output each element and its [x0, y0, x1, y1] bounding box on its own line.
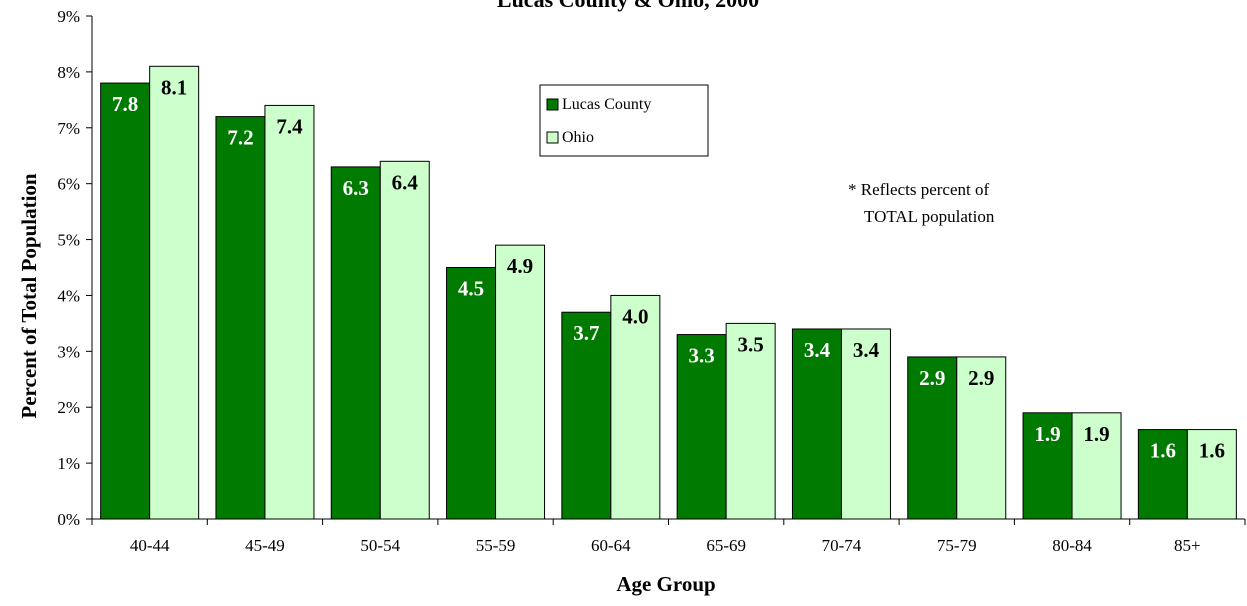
legend-swatch-lucas-county: [546, 98, 559, 111]
data-label-lucas-county-45-49: 7.2: [227, 126, 253, 150]
bar-ohio-50-54: [379, 160, 430, 520]
bar-lucas-county-70-74: [791, 328, 842, 520]
bar-ohio-70-74: [840, 328, 891, 520]
data-label-ohio-45-49: 7.4: [276, 114, 303, 138]
data-label-ohio-85+: 1.6: [1199, 439, 1225, 463]
chart-title: Lucas County & Ohio, 2000: [497, 0, 759, 12]
bar-lucas-county-80-84: [1022, 412, 1073, 520]
y-tick-label: 9%: [57, 7, 80, 26]
y-tick-label: 6%: [57, 175, 80, 194]
data-label-ohio-65-69: 3.5: [738, 332, 764, 356]
x-tick-label: 45-49: [245, 536, 285, 555]
y-tick-label: 5%: [57, 231, 80, 250]
x-tick-label: 55-59: [476, 536, 516, 555]
x-tick-label: 65-69: [706, 536, 746, 555]
data-label-lucas-county-60-64: 3.7: [573, 321, 599, 345]
annotation-line-2: TOTAL population: [864, 207, 995, 226]
data-label-ohio-50-54: 6.4: [392, 170, 419, 194]
data-label-ohio-40-44: 8.1: [161, 75, 187, 99]
y-tick-label: 8%: [57, 63, 80, 82]
data-label-lucas-county-85+: 1.6: [1150, 439, 1176, 463]
data-label-lucas-county-55-59: 4.5: [458, 277, 484, 301]
data-label-lucas-county-50-54: 6.3: [343, 176, 369, 200]
x-tick-label: 85+: [1174, 536, 1201, 555]
x-tick-label: 80-84: [1052, 536, 1092, 555]
y-tick-label: 2%: [57, 398, 80, 417]
legend: Lucas County Ohio: [539, 84, 709, 157]
annotation-line-1: * Reflects percent of: [848, 180, 989, 199]
data-label-lucas-county-70-74: 3.4: [804, 338, 831, 362]
x-axis-title: Age Group: [616, 572, 715, 596]
bar-lucas-county-60-64: [561, 311, 612, 520]
y-tick-label: 3%: [57, 342, 80, 361]
data-label-lucas-county-40-44: 7.8: [112, 92, 138, 116]
bar-lucas-county-40-44: [100, 82, 151, 520]
data-label-ohio-80-84: 1.9: [1083, 422, 1109, 446]
data-label-lucas-county-65-69: 3.3: [689, 344, 715, 368]
legend-label-lucas-county: Lucas County: [562, 96, 651, 113]
legend-label-ohio: Ohio: [562, 129, 594, 146]
data-label-ohio-70-74: 3.4: [853, 338, 880, 362]
y-tick-label: 1%: [57, 454, 80, 473]
data-label-ohio-60-64: 4.0: [622, 304, 648, 328]
legend-swatch-ohio: [546, 131, 559, 144]
y-tick-label: 0%: [57, 510, 80, 529]
data-label-lucas-county-80-84: 1.9: [1034, 422, 1060, 446]
x-tick-label: 70-74: [822, 536, 862, 555]
bar-lucas-county-55-59: [446, 267, 497, 520]
x-tick-label: 50-54: [360, 536, 400, 555]
data-label-ohio-55-59: 4.9: [507, 254, 533, 278]
bar-lucas-county-45-49: [215, 116, 266, 520]
bar-ohio-55-59: [495, 244, 546, 520]
bar-lucas-county-75-79: [907, 356, 958, 520]
plot-area: 7.8 8.1 7.2 7.4 6.3 6.4 4.5 4.9 3.7 4.0 3.3 3.5 3.4 3…: [57, 7, 1246, 555]
bar-ohio-65-69: [725, 322, 776, 520]
legend-box: [539, 84, 709, 157]
bar-lucas-county-85+: [1137, 429, 1188, 520]
annotation-note: * Reflects percent of TOTAL population: [848, 180, 995, 226]
y-axis-title: Percent of Total Population: [17, 173, 41, 419]
x-tick-label: 75-79: [937, 536, 977, 555]
x-tick-label: 60-64: [591, 536, 631, 555]
bar-ohio-60-64: [610, 294, 661, 520]
data-label-ohio-75-79: 2.9: [968, 366, 994, 390]
bar-ohio-80-84: [1071, 412, 1122, 520]
bar-lucas-county-50-54: [330, 166, 381, 520]
y-tick-label: 7%: [57, 119, 80, 138]
x-tick-label: 40-44: [130, 536, 170, 555]
bar-ohio-75-79: [956, 356, 1007, 520]
bar-ohio-45-49: [264, 104, 315, 520]
bar-ohio-40-44: [149, 65, 200, 520]
data-label-lucas-county-75-79: 2.9: [919, 366, 945, 390]
y-tick-label: 4%: [57, 286, 80, 305]
